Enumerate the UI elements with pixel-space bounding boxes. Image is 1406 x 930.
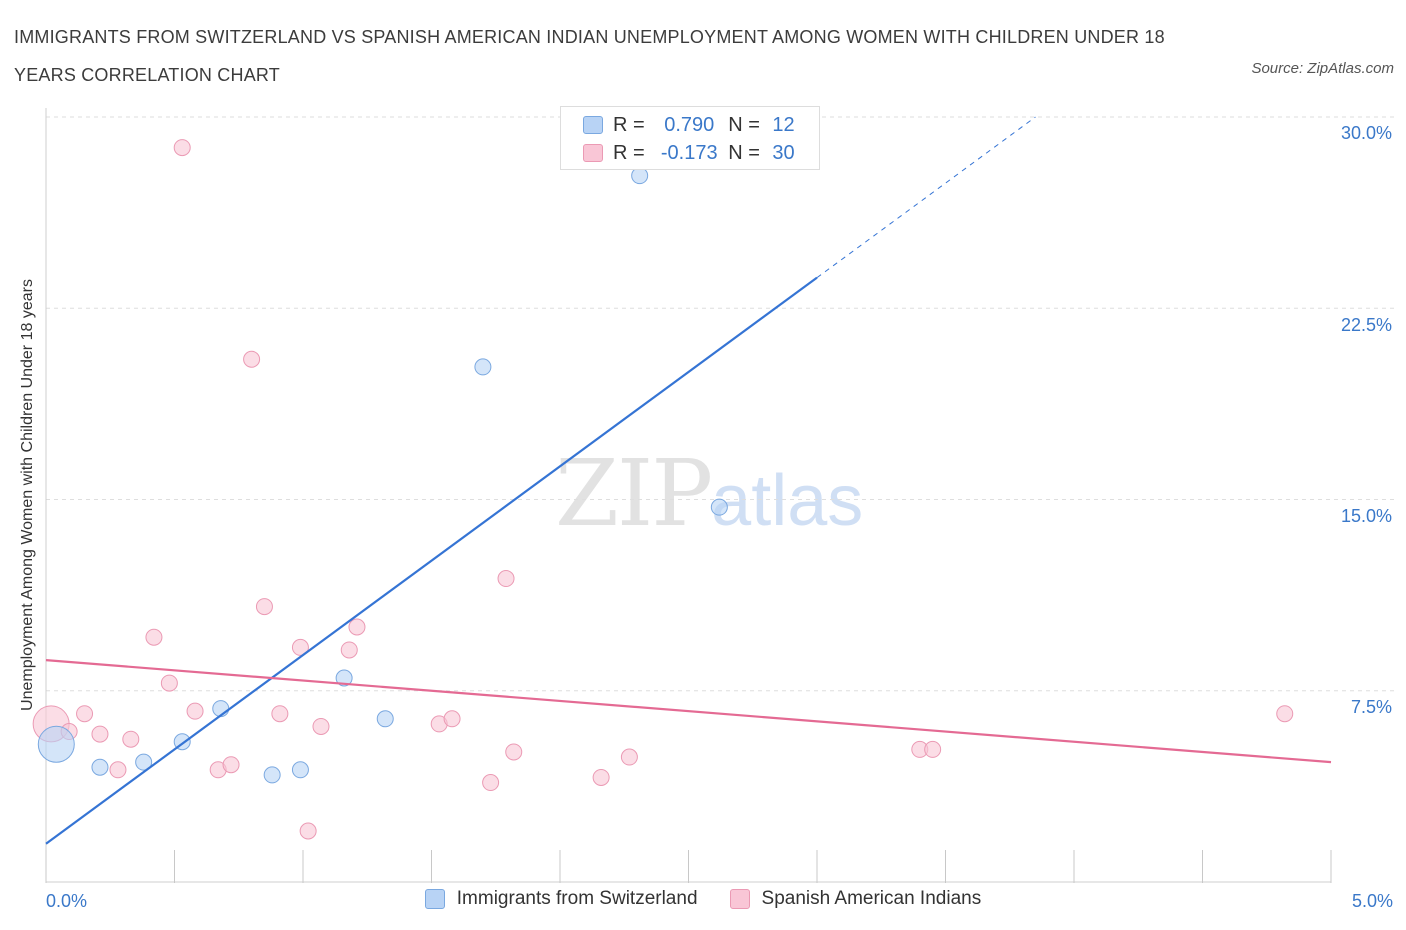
switzerland-point (631, 167, 649, 185)
spanish-american-indians-point (145, 628, 163, 646)
spanish-american-indians-point (255, 598, 273, 616)
switzerland-point (263, 766, 281, 784)
spanish-american-indians-point (443, 710, 461, 728)
switzerland-point (37, 725, 75, 763)
legend-r-value-spanish-american-indians: -0.173 (660, 141, 718, 164)
spanish-american-indians-point (505, 743, 523, 761)
x-tick-label-max: 5.0% (1351, 891, 1393, 911)
legend-item-switzerland[interactable]: Immigrants from Switzerland (424, 888, 698, 910)
watermark-main: ZIP (555, 440, 713, 547)
legend-r-value-switzerland: 0.790 (664, 113, 715, 136)
legend-r-label: R = (613, 141, 645, 164)
spanish-american-indians-point (497, 570, 515, 588)
legend-label-spanish-american-indians: Spanish American Indians (761, 888, 982, 909)
spanish-american-indians-point (186, 702, 204, 720)
source-label: Source: ZipAtlas.com (1251, 60, 1394, 77)
spanish-american-indians-point (222, 756, 240, 774)
switzerland-point (376, 710, 394, 728)
spanish-american-indians-point (243, 350, 261, 368)
y-tick-label-22-5: 22.5% (1340, 315, 1392, 335)
switzerland-point (291, 761, 309, 779)
legend-n-label: N = (728, 113, 760, 136)
switzerland-trend-line (45, 276, 818, 845)
spanish-american-indians-point (91, 725, 109, 743)
legend-swatch-switzerland (424, 889, 445, 909)
watermark: ZIPatlas (555, 440, 863, 547)
legend-item-spanish-american-indians[interactable]: Spanish American Indians (729, 888, 982, 910)
legend-swatch-spanish-american-indians (729, 889, 750, 909)
legend-n-value-spanish-american-indians: 30 (772, 141, 795, 164)
legend-row-switzerland: R = 0.790 N = 12 (583, 112, 802, 138)
legend-row-spanish-american-indians: R = -0.173 N = 30 (583, 140, 802, 166)
spanish-american-indians-point (109, 761, 127, 779)
series-legend: Immigrants from Switzerland Spanish Amer… (0, 888, 1406, 910)
spanish-american-indians-point (76, 705, 94, 723)
chart-title: IMMIGRANTS FROM SWITZERLAND VS SPANISH A… (14, 27, 1165, 85)
switzerland-point (91, 758, 109, 776)
spanish-american-indians-point (299, 822, 317, 840)
legend-r-label: R = (613, 113, 645, 136)
spanish-american-indians-point (312, 717, 330, 735)
y-tick-label-30: 30.0% (1340, 123, 1392, 143)
legend-swatch-switzerland (583, 116, 603, 134)
spanish-american-indians-point (592, 768, 610, 786)
spanish-american-indians-point (924, 740, 942, 758)
spanish-american-indians-trend-line (45, 659, 1332, 764)
watermark-accent: atlas (711, 461, 864, 541)
spanish-american-indians-point (160, 674, 178, 692)
switzerland-point (135, 753, 153, 771)
legend-n-value-switzerland: 12 (772, 113, 795, 136)
spanish-american-indians-point (482, 774, 500, 792)
x-tick-label-min: 0.0% (46, 891, 88, 911)
y-tick-label-7-5: 7.5% (1350, 697, 1392, 717)
switzerland-point (710, 498, 728, 516)
spanish-american-indians-point (173, 139, 191, 157)
y-axis-label: Unemployment Among Women with Children U… (19, 279, 36, 711)
spanish-american-indians-point (1276, 705, 1294, 723)
spanish-american-indians-point (271, 705, 289, 723)
spanish-american-indians-point (291, 638, 309, 656)
legend-label-switzerland: Immigrants from Switzerland (456, 888, 698, 909)
spanish-american-indians-point (620, 748, 638, 766)
spanish-american-indians-point (122, 730, 140, 748)
switzerland-trend-extension (816, 116, 1036, 279)
legend-swatch-spanish-american-indians (583, 144, 603, 162)
spanish-american-indians-point (340, 641, 358, 659)
correlation-legend: R = 0.790 N = 12 R = -0.173 N = 30 (560, 106, 820, 170)
legend-n-label: N = (728, 141, 760, 164)
y-tick-label-15: 15.0% (1340, 506, 1392, 526)
switzerland-point (335, 669, 353, 687)
switzerland-point (474, 358, 492, 376)
spanish-american-indians-point (348, 618, 366, 636)
